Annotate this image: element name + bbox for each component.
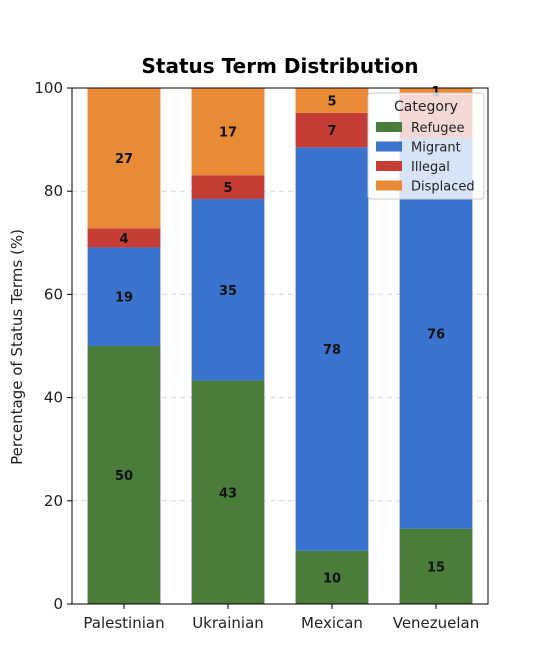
y-tick-label: 20 <box>44 492 63 510</box>
bar-segment-migrant <box>191 198 265 381</box>
bars <box>87 88 473 604</box>
x-tick-label: Mexican <box>301 614 363 632</box>
bar-segment-refugee <box>87 346 161 604</box>
legend-entry: Migrant <box>411 141 461 156</box>
bar-segment-refugee <box>295 550 369 604</box>
y-axis-label: Percentage of Status Terms (%) <box>8 229 26 465</box>
legend-entry: Illegal <box>411 160 450 175</box>
data-label: 76 <box>427 327 445 342</box>
data-label: 19 <box>115 291 133 306</box>
bar-segment-refugee <box>399 528 473 604</box>
data-label: 17 <box>219 126 237 141</box>
legend-swatch <box>376 141 402 152</box>
x-tick-label: Venezuelan <box>393 614 480 632</box>
bar-segment-displaced <box>87 88 161 229</box>
chart-title: Status Term Distribution <box>142 54 419 78</box>
y-tick-label: 60 <box>44 285 63 303</box>
y-tick-label: 80 <box>44 182 63 200</box>
data-label: 43 <box>219 486 237 501</box>
x-tick-label: Palestinian <box>83 614 164 632</box>
axes: Palestinian Ukrainian Mexican Venezuelan 0 20… <box>34 79 489 632</box>
data-label: 35 <box>219 284 237 299</box>
bar-segment-displaced <box>191 88 265 176</box>
legend: Category Refugee Migrant Illegal Displaced <box>367 92 485 200</box>
legend-swatch <box>376 161 402 171</box>
x-tick-label: Ukrainian <box>192 614 264 632</box>
y-tick-label: 0 <box>53 595 63 613</box>
legend-swatch <box>376 122 402 132</box>
legend-box <box>367 92 485 200</box>
y-tick-label: 100 <box>34 79 63 97</box>
data-label: 15 <box>427 560 445 575</box>
legend-title: Category <box>394 99 458 115</box>
plot-frame <box>71 87 489 605</box>
bar-segment-displaced <box>399 88 473 95</box>
bar-labels: 5019427433551710787515761 <box>115 85 445 586</box>
y-tick-label: 40 <box>44 389 63 407</box>
bar-segment-illegal <box>295 112 369 148</box>
data-label: 4 <box>119 232 128 247</box>
data-label: 7 <box>327 124 336 139</box>
bar-segment-displaced <box>295 88 369 113</box>
data-label: 78 <box>323 343 341 358</box>
data-label: 27 <box>115 152 133 167</box>
legend-entry: Refugee <box>411 121 465 136</box>
bar-segment-migrant <box>87 247 161 346</box>
data-label: 5 <box>223 181 232 196</box>
data-label: 10 <box>323 571 341 586</box>
data-label: 50 <box>115 469 133 484</box>
bar-segment-illegal <box>87 228 161 248</box>
data-label: 5 <box>327 94 336 109</box>
bar-segment-illegal <box>191 175 265 199</box>
legend-entry: Displaced <box>411 180 475 195</box>
bar-segment-migrant <box>295 147 369 551</box>
legend-swatch <box>376 180 402 191</box>
bar-segment-migrant <box>399 138 473 529</box>
bar-segment-refugee <box>191 380 265 604</box>
